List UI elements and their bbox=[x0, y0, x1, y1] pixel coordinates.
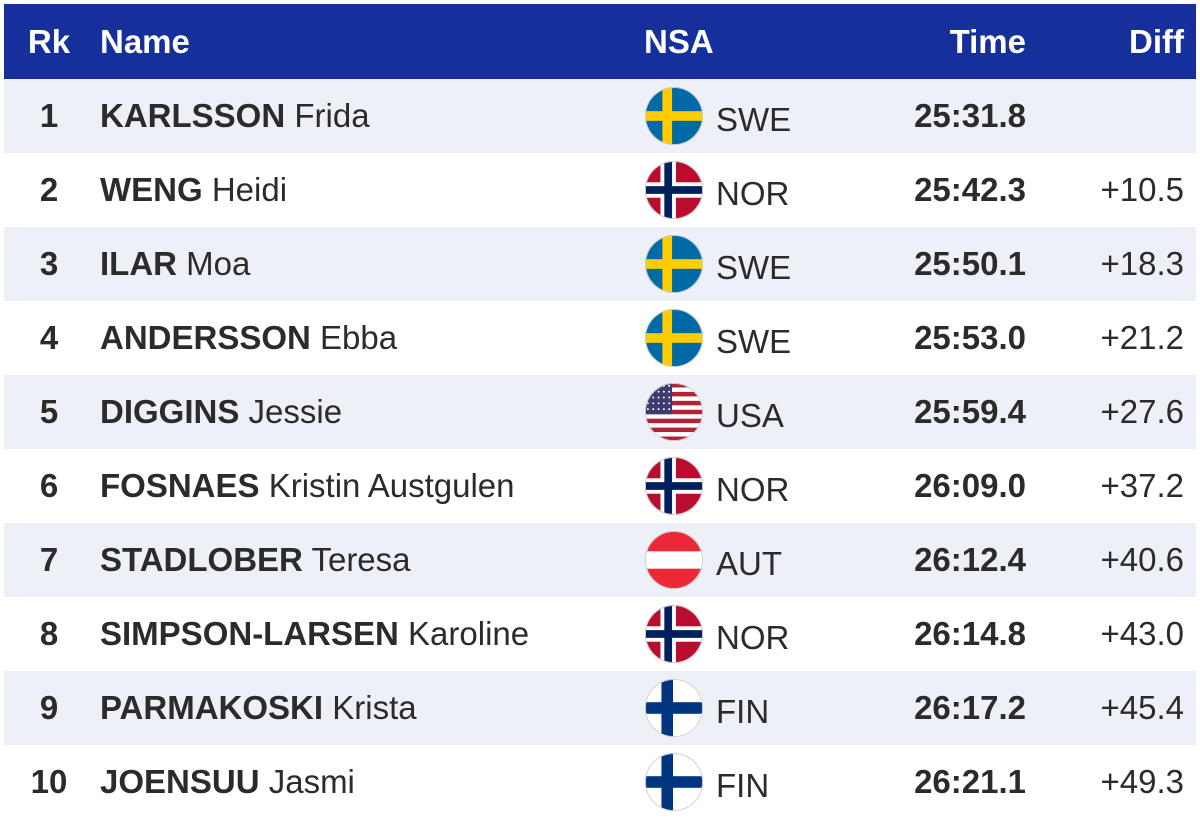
sweden-flag-icon bbox=[645, 87, 703, 145]
norway-flag-icon bbox=[645, 605, 703, 663]
column-header-time[interactable]: Time bbox=[949, 23, 1026, 60]
athlete-surname: SIMPSON-LARSEN bbox=[100, 615, 399, 652]
rank-cell: 1 bbox=[39, 97, 59, 134]
nsa-code: USA bbox=[716, 397, 784, 434]
diff-cell: +18.3 bbox=[1100, 245, 1185, 282]
diff-cell: +10.5 bbox=[1100, 171, 1185, 208]
austria-flag-icon bbox=[645, 531, 703, 589]
rank-cell: 3 bbox=[39, 245, 59, 282]
time-cell: 25:31.8 bbox=[914, 97, 1026, 134]
time-cell: 26:21.1 bbox=[914, 763, 1026, 800]
athlete-surname: WENG bbox=[100, 171, 203, 208]
athlete-given-name: Frida bbox=[294, 97, 370, 134]
athlete-surname: ILAR bbox=[100, 245, 177, 282]
athlete-given-name: Heidi bbox=[211, 171, 288, 208]
time-cell: 25:53.0 bbox=[914, 319, 1026, 356]
table-row[interactable]: 1 KARLSSON Frida SWE 25:31.8 bbox=[4, 79, 1196, 153]
athlete-given-name: Jessie bbox=[248, 393, 343, 430]
time-cell: 25:50.1 bbox=[914, 245, 1026, 282]
table-row[interactable]: 9 PARMAKOSKI Krista FIN 26:17.2 +45.4 bbox=[4, 671, 1196, 745]
nsa-code: AUT bbox=[716, 545, 782, 582]
nsa-code: FIN bbox=[716, 693, 770, 730]
finland-flag-icon bbox=[645, 679, 703, 737]
diff-cell: +40.6 bbox=[1100, 541, 1185, 578]
column-header-nsa[interactable]: NSA bbox=[644, 23, 714, 60]
athlete-name-link[interactable]: ILAR Moa bbox=[100, 227, 250, 301]
rank-cell: 2 bbox=[39, 171, 59, 208]
athlete-name-link[interactable]: WENG Heidi bbox=[100, 153, 287, 227]
athlete-surname: JOENSUU bbox=[100, 763, 260, 800]
athlete-given-name: Kristin Austgulen bbox=[268, 467, 515, 504]
finland-flag-icon bbox=[645, 753, 703, 811]
rank-cell: 9 bbox=[39, 689, 59, 726]
time-cell: 26:09.0 bbox=[914, 467, 1026, 504]
athlete-surname: ANDERSSON bbox=[100, 319, 311, 356]
athlete-given-name: Karoline bbox=[408, 615, 530, 652]
rank-cell: 8 bbox=[39, 615, 59, 652]
nsa-code: NOR bbox=[716, 471, 790, 508]
rank-cell: 6 bbox=[39, 467, 59, 504]
athlete-surname: PARMAKOSKI bbox=[100, 689, 324, 726]
athlete-name-link[interactable]: FOSNAES Kristin Austgulen bbox=[100, 449, 515, 523]
time-cell: 26:17.2 bbox=[914, 689, 1026, 726]
time-cell: 26:12.4 bbox=[914, 541, 1026, 578]
sweden-flag-icon bbox=[645, 235, 703, 293]
table-row[interactable]: 2 WENG Heidi NOR 25:42.3 +10.5 bbox=[4, 153, 1196, 227]
table-row[interactable]: 5 DIGGINS Jessie USA 25:59.4 +27.6 bbox=[4, 375, 1196, 449]
diff-cell: +49.3 bbox=[1100, 763, 1185, 800]
nsa-code: NOR bbox=[716, 175, 790, 212]
column-header-diff[interactable]: Diff bbox=[1129, 23, 1184, 60]
athlete-name-link[interactable]: KARLSSON Frida bbox=[100, 79, 370, 153]
table-row[interactable]: 3 ILAR Moa SWE 25:50.1 +18.3 bbox=[4, 227, 1196, 301]
athlete-name-link[interactable]: STADLOBER Teresa bbox=[100, 523, 411, 597]
table-row[interactable]: 10 JOENSUU Jasmi FIN 26:21.1 +49.3 bbox=[4, 745, 1196, 819]
rank-cell: 7 bbox=[39, 541, 59, 578]
time-cell: 26:14.8 bbox=[914, 615, 1026, 652]
diff-cell: +43.0 bbox=[1100, 615, 1185, 652]
diff-cell: +37.2 bbox=[1100, 467, 1185, 504]
nsa-code: SWE bbox=[716, 101, 792, 138]
athlete-given-name: Ebba bbox=[320, 319, 398, 356]
time-cell: 25:59.4 bbox=[914, 393, 1026, 430]
diff-cell: +27.6 bbox=[1100, 393, 1185, 430]
athlete-surname: DIGGINS bbox=[100, 393, 240, 430]
column-header-rank[interactable]: Rk bbox=[27, 23, 71, 60]
athlete-name-link[interactable]: SIMPSON-LARSEN Karoline bbox=[100, 597, 529, 671]
athlete-given-name: Moa bbox=[186, 245, 251, 282]
table-row[interactable]: 4 ANDERSSON Ebba SWE 25:53.0 +21.2 bbox=[4, 301, 1196, 375]
table-row[interactable]: 8 SIMPSON-LARSEN Karoline NOR 26:14.8 +4… bbox=[4, 597, 1196, 671]
rank-cell: 10 bbox=[30, 763, 68, 800]
athlete-name-link[interactable]: ANDERSSON Ebba bbox=[100, 301, 397, 375]
table-row[interactable]: 7 STADLOBER Teresa AUT 26:12.4 +40.6 bbox=[4, 523, 1196, 597]
athlete-surname: FOSNAES bbox=[100, 467, 260, 504]
time-cell: 25:42.3 bbox=[914, 171, 1026, 208]
rank-cell: 5 bbox=[39, 393, 59, 430]
usa-flag-icon bbox=[645, 383, 703, 441]
diff-cell: +45.4 bbox=[1100, 689, 1185, 726]
diff-cell: +21.2 bbox=[1100, 319, 1185, 356]
athlete-name-link[interactable]: JOENSUU Jasmi bbox=[100, 745, 355, 819]
sweden-flag-icon bbox=[645, 309, 703, 367]
athlete-given-name: Jasmi bbox=[268, 763, 355, 800]
athlete-given-name: Krista bbox=[332, 689, 417, 726]
athlete-name-link[interactable]: DIGGINS Jessie bbox=[100, 375, 342, 449]
table-row[interactable]: 6 FOSNAES Kristin Austgulen NOR 26:09.0 … bbox=[4, 449, 1196, 523]
nsa-code: SWE bbox=[716, 323, 792, 360]
athlete-name-link[interactable]: PARMAKOSKI Krista bbox=[100, 671, 417, 745]
athlete-surname: KARLSSON bbox=[100, 97, 286, 134]
nsa-code: FIN bbox=[716, 767, 770, 804]
nsa-code: NOR bbox=[716, 619, 790, 656]
athlete-surname: STADLOBER bbox=[100, 541, 303, 578]
athlete-given-name: Teresa bbox=[311, 541, 411, 578]
norway-flag-icon bbox=[645, 161, 703, 219]
norway-flag-icon bbox=[645, 457, 703, 515]
nsa-code: SWE bbox=[716, 249, 792, 286]
table-header: Rk Name NSA Time Diff bbox=[4, 4, 1196, 79]
column-header-name[interactable]: Name bbox=[100, 23, 190, 60]
rank-cell: 4 bbox=[39, 319, 59, 356]
